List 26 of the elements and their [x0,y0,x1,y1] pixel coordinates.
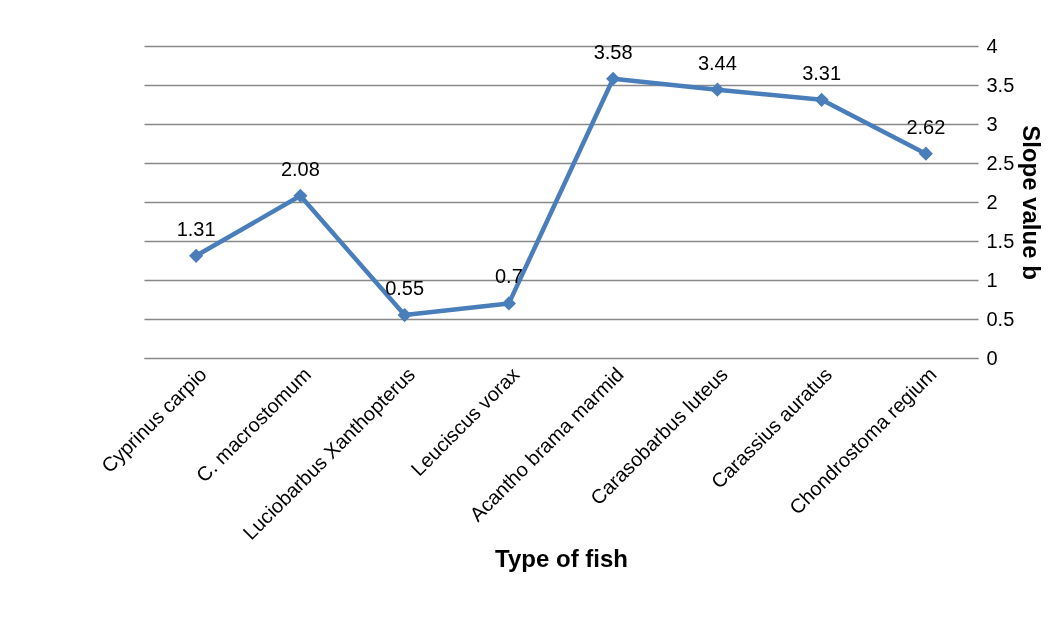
x-axis-title: Type of fish [495,544,628,572]
data-label: 3.31 [802,61,842,84]
point [814,92,829,107]
data-label: 2.62 [906,115,946,138]
y2-axis-title: Slope value b [1018,125,1046,280]
y2-tick-label: 1.5 [986,229,1015,252]
y2-tick-label: 2.5 [986,151,1015,174]
point [606,71,621,86]
y2-tick-label: 4 [986,34,998,57]
data-label: 3.44 [697,51,737,74]
data-label: 1.31 [176,217,216,240]
y2-tick-label: 3 [986,112,998,135]
y2-tick-label: 2 [986,190,998,213]
point [189,248,204,263]
point [710,82,725,97]
y2-tick-label: 0.5 [986,307,1015,330]
y2-tick-label: 0 [986,346,998,369]
data-label: 2.08 [280,157,320,180]
data-label: 3.58 [593,40,633,63]
point [293,188,308,203]
y2-tick-label: 3.5 [986,73,1015,96]
point [397,308,412,323]
point [501,296,516,311]
y2-tick-label: 1 [986,268,998,291]
point [918,146,933,161]
data-label: 0.55 [385,277,425,300]
